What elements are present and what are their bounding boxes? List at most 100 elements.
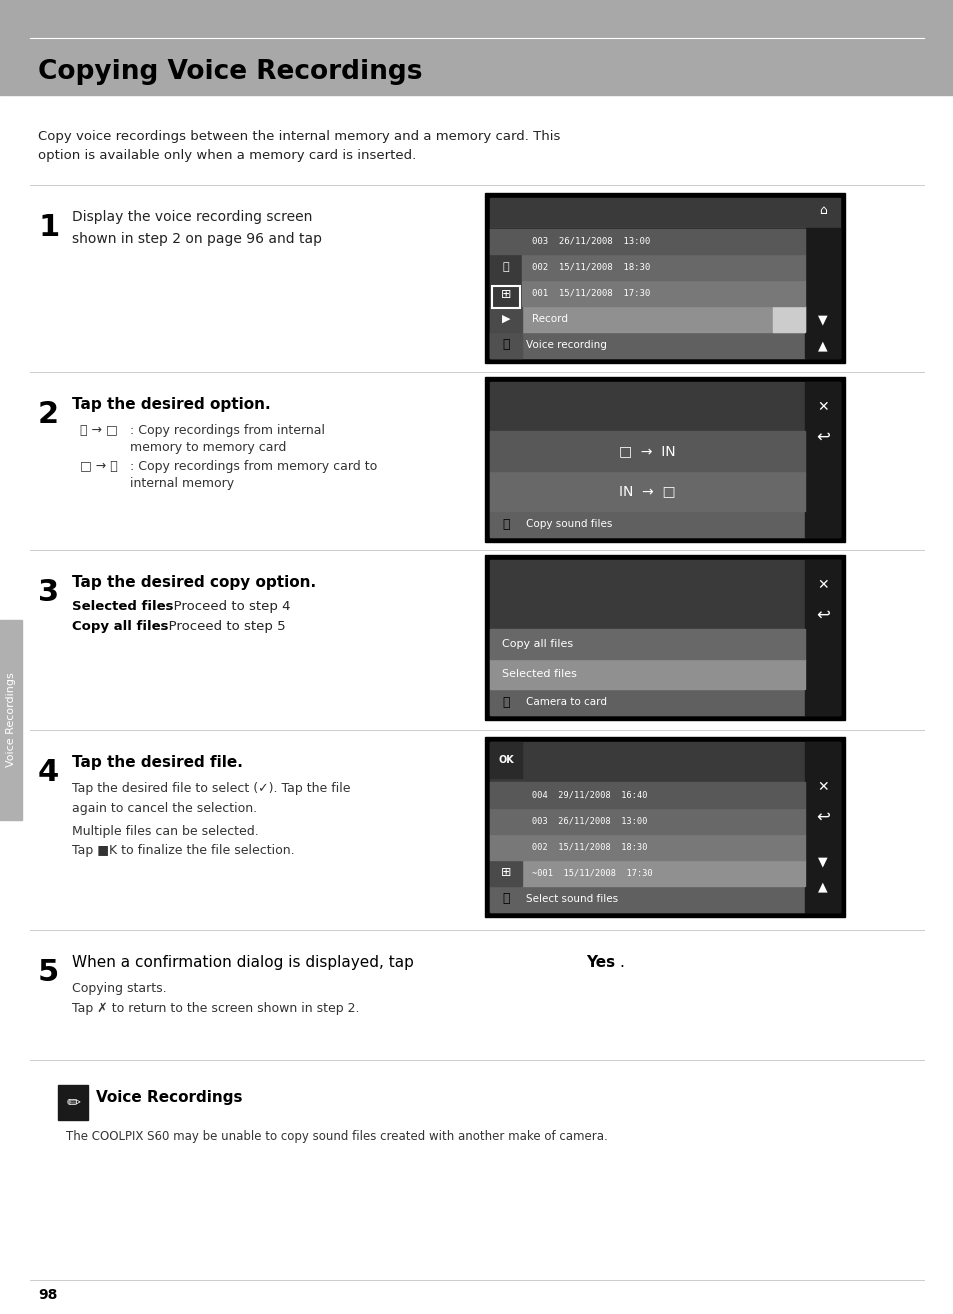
Text: 002  15/11/2008  18:30: 002 15/11/2008 18:30 — [532, 263, 650, 272]
Text: ▲: ▲ — [818, 880, 827, 894]
Text: : Copy recordings from internal: : Copy recordings from internal — [130, 424, 325, 438]
Bar — [804, 229, 840, 357]
Text: 003  26/11/2008  13:00: 003 26/11/2008 13:00 — [532, 237, 650, 246]
Bar — [490, 198, 840, 357]
Bar — [521, 859, 804, 886]
Text: Record: Record — [532, 314, 567, 325]
Bar — [772, 306, 804, 332]
Text: ✕: ✕ — [817, 781, 828, 794]
Text: ⊞: ⊞ — [500, 288, 511, 301]
Bar — [490, 834, 804, 859]
Bar — [490, 782, 804, 808]
Bar — [490, 470, 804, 511]
Text: Yes: Yes — [585, 955, 615, 970]
Text: 2: 2 — [38, 399, 59, 428]
Text: Tap ■K to finalize the file selection.: Tap ■K to finalize the file selection. — [71, 844, 294, 857]
Text: ↩: ↩ — [815, 606, 829, 624]
Text: 🎤: 🎤 — [501, 339, 509, 352]
Text: Selected files: Selected files — [71, 600, 173, 614]
Text: 004  29/11/2008  16:40: 004 29/11/2008 16:40 — [532, 791, 647, 799]
Text: 🗑: 🗑 — [502, 261, 509, 272]
Text: Selected files: Selected files — [501, 669, 577, 679]
Text: ↩: ↩ — [815, 808, 829, 827]
Text: Select sound files: Select sound files — [525, 894, 618, 904]
Text: Multiple files can be selected.: Multiple files can be selected. — [71, 825, 258, 838]
Bar — [490, 689, 804, 715]
Bar — [490, 808, 804, 834]
Text: memory to memory card: memory to memory card — [130, 442, 286, 455]
Bar — [804, 560, 840, 715]
Text: internal memory: internal memory — [130, 477, 233, 490]
Bar — [58, 1085, 88, 1120]
Bar — [521, 254, 804, 280]
Text: 🎤: 🎤 — [501, 518, 509, 531]
Bar — [492, 286, 519, 307]
Text: ⊞: ⊞ — [500, 866, 511, 879]
Text: : Copy recordings from memory card to: : Copy recordings from memory card to — [130, 460, 376, 473]
Text: ⌂: ⌂ — [819, 204, 826, 217]
Text: Copy all files: Copy all files — [71, 620, 169, 633]
Text: ✏: ✏ — [66, 1093, 80, 1112]
Bar — [490, 629, 804, 660]
Text: ✕: ✕ — [817, 578, 828, 593]
Text: ▶: ▶ — [501, 314, 510, 325]
Text: Tap the desired copy option.: Tap the desired copy option. — [71, 576, 315, 590]
Bar — [490, 660, 804, 689]
Bar — [490, 332, 521, 357]
Text: Voice recording: Voice recording — [525, 340, 606, 350]
Text: ▲: ▲ — [818, 339, 827, 352]
Text: □ → ⓒ: □ → ⓒ — [80, 460, 117, 473]
Text: Camera to card: Camera to card — [525, 696, 606, 707]
Bar — [804, 382, 840, 537]
Bar — [490, 254, 521, 280]
Text: Voice Recordings: Voice Recordings — [96, 1091, 242, 1105]
Text: 🎤: 🎤 — [501, 695, 509, 708]
Bar — [490, 742, 521, 778]
Bar — [521, 280, 804, 306]
Text: IN  →  □: IN → □ — [618, 484, 675, 498]
Bar — [484, 193, 844, 363]
Bar — [0, 0, 953, 95]
Text: When a confirmation dialog is displayed, tap: When a confirmation dialog is displayed,… — [71, 955, 418, 970]
Text: Copy voice recordings between the internal memory and a memory card. This
option: Copy voice recordings between the intern… — [38, 130, 559, 162]
Bar — [490, 332, 804, 357]
Bar — [490, 886, 804, 912]
Text: Tap the desired file.: Tap the desired file. — [71, 756, 243, 770]
Text: Tap the desired option.: Tap the desired option. — [71, 397, 271, 413]
Text: 1: 1 — [38, 213, 59, 242]
Text: ~001  15/11/2008  17:30: ~001 15/11/2008 17:30 — [532, 869, 652, 878]
Text: 003  26/11/2008  13:00: 003 26/11/2008 13:00 — [532, 816, 647, 825]
Text: Voice Recordings: Voice Recordings — [6, 673, 16, 767]
Text: □  →  IN: □ → IN — [618, 444, 675, 459]
Bar — [490, 229, 804, 254]
Text: Display the voice recording screen
shown in step 2 on page 96 and tap: Display the voice recording screen shown… — [71, 210, 322, 246]
Bar — [490, 560, 840, 715]
Text: Copying Voice Recordings: Copying Voice Recordings — [38, 59, 422, 85]
Text: 🎤: 🎤 — [501, 892, 509, 905]
Text: ▼: ▼ — [818, 314, 827, 326]
Bar — [490, 859, 521, 886]
Bar — [490, 306, 521, 332]
Text: ✕: ✕ — [817, 399, 828, 414]
Text: OK: OK — [497, 756, 514, 765]
Text: 5: 5 — [38, 958, 59, 987]
Text: 98: 98 — [38, 1288, 57, 1302]
Text: ▼: ▼ — [818, 855, 827, 869]
Bar — [490, 382, 840, 537]
Text: Tap the desired file to select (✓). Tap the file
again to cancel the selection.: Tap the desired file to select (✓). Tap … — [71, 782, 350, 815]
Bar — [804, 742, 840, 912]
Bar — [490, 280, 521, 306]
Text: ⓒ → □: ⓒ → □ — [80, 424, 117, 438]
Bar — [521, 306, 804, 332]
Text: Copying starts.: Copying starts. — [71, 982, 167, 995]
Text: : Proceed to step 4: : Proceed to step 4 — [165, 600, 291, 614]
Text: 002  15/11/2008  18:30: 002 15/11/2008 18:30 — [532, 842, 647, 851]
Text: 001  15/11/2008  17:30: 001 15/11/2008 17:30 — [532, 289, 650, 297]
Text: Copy sound files: Copy sound files — [525, 519, 612, 530]
Bar — [484, 737, 844, 917]
Text: 3: 3 — [38, 578, 59, 607]
Text: : Proceed to step 5: : Proceed to step 5 — [160, 620, 285, 633]
Text: .: . — [618, 955, 623, 970]
Bar — [0, 620, 22, 820]
Bar — [490, 511, 804, 537]
